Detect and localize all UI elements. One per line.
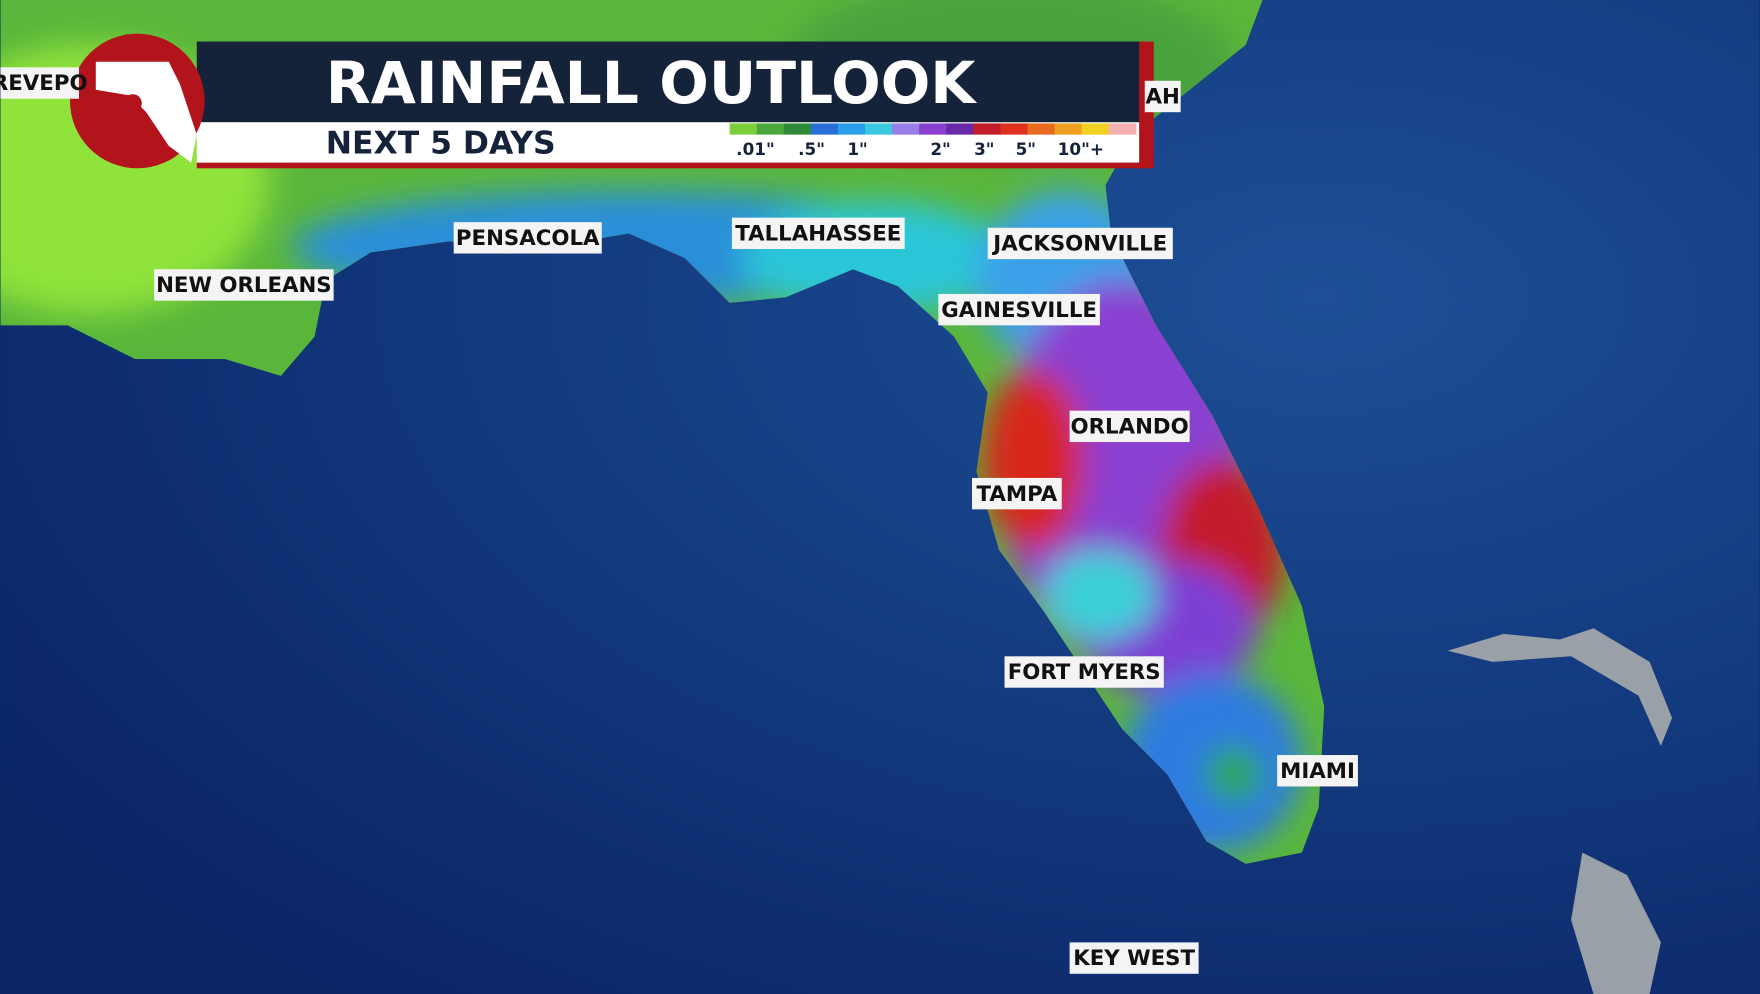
bahamas — [1447, 628, 1673, 747]
banner-underline — [196, 162, 1154, 169]
legend-label: 10"+ — [1058, 139, 1104, 159]
city-box — [731, 217, 905, 250]
legend-swatch — [837, 123, 866, 135]
legend-label: .5" — [798, 139, 825, 159]
city-box — [938, 293, 1100, 326]
city-label: ORLANDO — [1071, 414, 1189, 439]
legend-swatch — [919, 123, 947, 135]
legend-label: 2" — [930, 139, 950, 159]
city-box — [154, 269, 334, 301]
city-label: FORT MYERS — [1008, 660, 1161, 685]
city-box — [1004, 656, 1164, 688]
legend-swatch — [783, 123, 812, 135]
city-label: GAINESVILLE — [941, 298, 1097, 323]
city-label: KEY WEST — [1073, 946, 1195, 971]
city-box — [987, 227, 1173, 260]
city-box — [1144, 80, 1181, 113]
legend-swatch — [865, 123, 893, 135]
legend: .01" .5" 1" 2" 3" 5" 10"+ — [729, 123, 1137, 159]
city-box — [1069, 942, 1199, 974]
legend-swatch — [729, 123, 758, 135]
city-label: NEW ORLEANS — [156, 273, 332, 298]
city-label: PENSACOLA — [456, 226, 600, 251]
city-box — [453, 222, 602, 254]
city-label: TAMPA — [977, 482, 1058, 507]
city-label: REVEPO — [0, 71, 88, 96]
city-box — [0, 67, 79, 99]
city-box — [1277, 755, 1358, 787]
legend-swatch — [973, 123, 1001, 135]
legend-label: 1" — [847, 139, 867, 159]
city-label: TALLAHASSEE — [735, 221, 901, 246]
legend-swatch — [1027, 123, 1056, 135]
legend-swatch — [1054, 123, 1083, 135]
city-label: AH — [1146, 85, 1180, 110]
legend-swatch — [810, 123, 839, 135]
legend-swatch — [1081, 123, 1110, 135]
legend-swatch — [892, 123, 920, 135]
andros — [1571, 852, 1661, 994]
city-label: JACKSONVILLE — [991, 232, 1167, 257]
title-bar — [196, 41, 1145, 123]
legend-label: .01" — [736, 139, 775, 159]
banner: RAINFALL OUTLOOK NEXT 5 DAYS .01" .5" 1" 2"… — [69, 33, 1154, 169]
subtitle: NEXT 5 DAYS — [326, 126, 556, 162]
city-labels: REVEPO AH PENSACOLA TALLAHASSEE JACKSONVILLE… — [0, 67, 1358, 974]
legend-swatch — [756, 123, 785, 135]
legend-swatch — [946, 123, 974, 135]
city-label: MIAMI — [1280, 759, 1355, 784]
logo-dot — [123, 94, 142, 113]
legend-label: 5" — [1016, 139, 1036, 159]
legend-swatch — [1108, 123, 1137, 135]
legend-label: 3" — [974, 139, 994, 159]
city-box — [971, 477, 1062, 510]
city-box — [1069, 410, 1190, 443]
title: RAINFALL OUTLOOK — [326, 49, 977, 117]
legend-swatch — [1000, 123, 1029, 135]
